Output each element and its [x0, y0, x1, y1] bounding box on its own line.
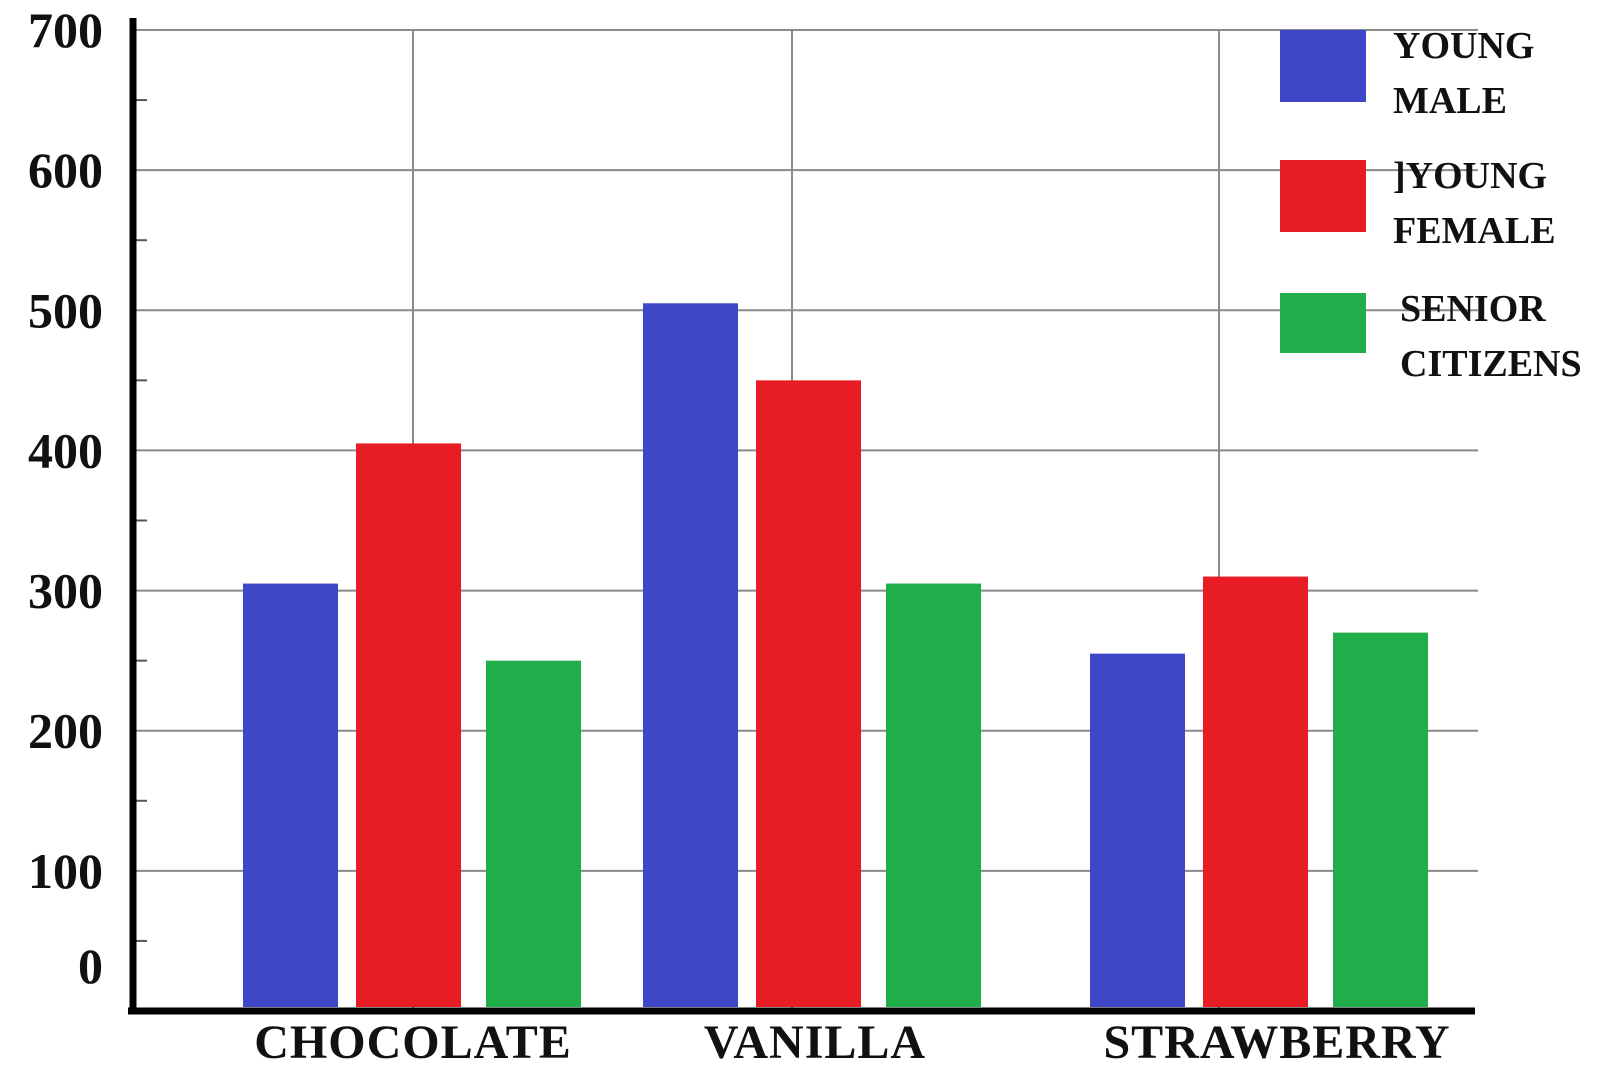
legend-label: FEMALE — [1393, 210, 1556, 252]
legend-swatch-senior-citizens — [1280, 293, 1366, 353]
category-labels: CHOCOLATE VANILLA STRAWBERRY — [254, 1016, 1450, 1067]
legend: YOUNG MALE ]YOUNG FEMALE SENIOR CITIZENS — [1280, 25, 1582, 385]
y-tick-label-600: 600 — [28, 142, 103, 198]
bar-strawberry-senior-citizens — [1333, 632, 1428, 1007]
legend-label: YOUNG — [1393, 25, 1534, 67]
legend-label: CITIZENS — [1400, 343, 1582, 385]
category-label-vanilla: VANILLA — [704, 1016, 926, 1067]
bar-vanilla-young-male — [643, 303, 738, 1007]
bar-vanilla-young-female — [756, 380, 861, 1007]
y-tick-label-400: 400 — [28, 422, 103, 478]
axes — [128, 18, 1475, 1015]
minor-ticks — [136, 99, 147, 942]
y-tick-label-200: 200 — [28, 703, 103, 759]
legend-label: ]YOUNG — [1393, 155, 1547, 197]
y-tick-label-300: 300 — [28, 563, 103, 619]
legend-swatch-young-male — [1280, 30, 1366, 102]
legend-swatch-young-female — [1280, 160, 1366, 232]
category-label-chocolate: CHOCOLATE — [254, 1016, 571, 1067]
y-tick-labels: 0 100 200 300 400 500 600 700 — [28, 2, 103, 994]
y-tick-label-0: 0 — [78, 938, 103, 994]
bar-vanilla-senior-citizens — [886, 583, 981, 1007]
legend-label: MALE — [1393, 80, 1507, 122]
bar-strawberry-young-male — [1090, 653, 1185, 1007]
legend-label: SENIOR — [1400, 288, 1546, 330]
y-tick-label-700: 700 — [28, 2, 103, 58]
bars — [243, 303, 1428, 1008]
category-label-strawberry: STRAWBERRY — [1103, 1016, 1450, 1067]
y-tick-label-500: 500 — [28, 282, 103, 338]
bar-strawberry-young-female — [1203, 576, 1308, 1007]
bar-chocolate-young-male — [243, 583, 338, 1007]
bar-chocolate-senior-citizens — [486, 660, 581, 1007]
y-tick-label-100: 100 — [28, 843, 103, 899]
bar-chocolate-young-female — [356, 443, 461, 1008]
